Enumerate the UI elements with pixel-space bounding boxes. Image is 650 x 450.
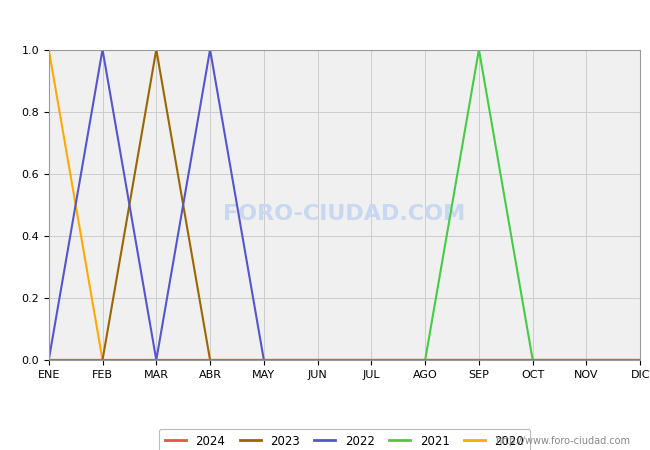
- Text: FORO-CIUDAD.COM: FORO-CIUDAD.COM: [224, 204, 465, 224]
- Text: Matriculaciones de Vehiculos en Villaeles de Valdavia: Matriculaciones de Vehiculos en Villaele…: [122, 13, 528, 28]
- Legend: 2024, 2023, 2022, 2021, 2020: 2024, 2023, 2022, 2021, 2020: [159, 429, 530, 450]
- Text: http://www.foro-ciudad.com: http://www.foro-ciudad.com: [495, 436, 630, 446]
